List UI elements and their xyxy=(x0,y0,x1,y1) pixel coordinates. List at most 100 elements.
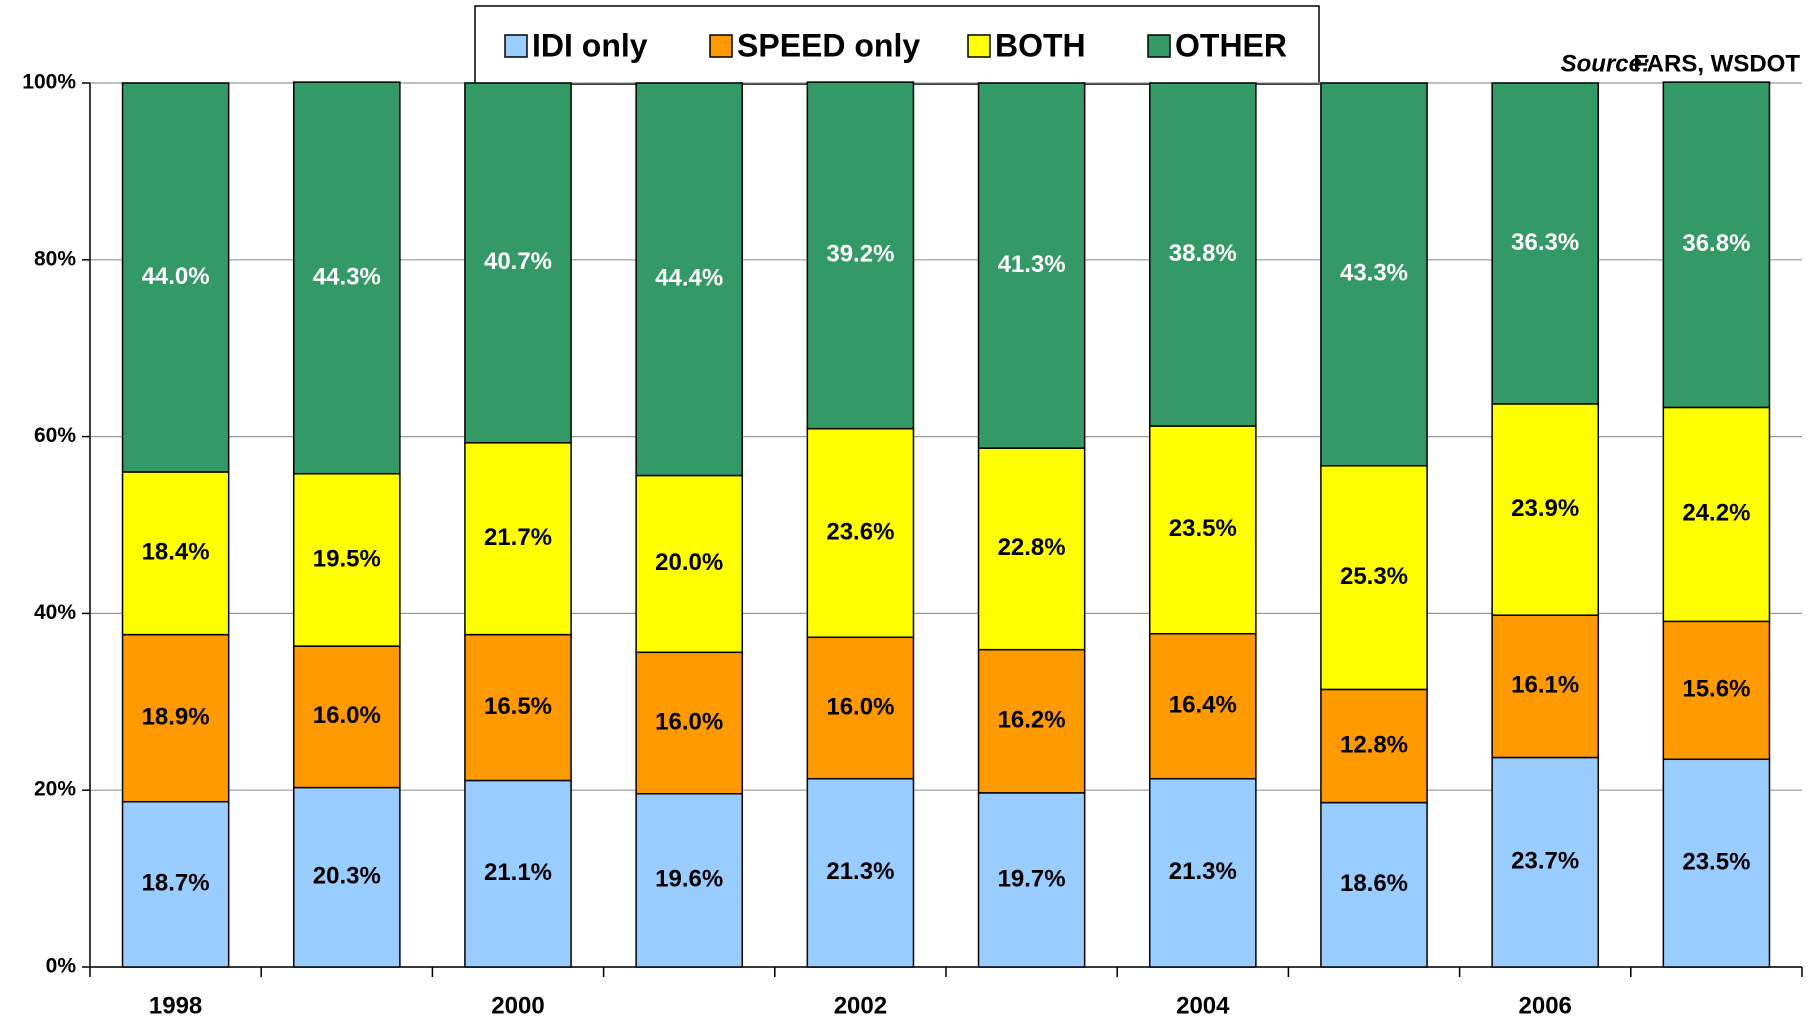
bar-segment xyxy=(977,792,1086,968)
y-tick-label: 60% xyxy=(34,424,76,447)
data-label: 15.6% xyxy=(1682,676,1750,703)
bar-segment xyxy=(1662,81,1771,409)
bar-segment xyxy=(635,82,744,477)
x-tick-label: 1998 xyxy=(149,992,202,1019)
data-label: 23.5% xyxy=(1682,848,1750,875)
bar-segment xyxy=(635,792,744,968)
data-label: 16.2% xyxy=(998,707,1066,734)
bar-segment xyxy=(464,442,572,636)
data-label: 44.3% xyxy=(313,263,381,290)
data-label: 36.3% xyxy=(1511,229,1579,256)
legend-label: IDI only xyxy=(532,27,648,63)
bar-segment xyxy=(121,633,230,803)
y-tick-label: 100% xyxy=(22,71,76,94)
data-label: 22.8% xyxy=(998,534,1066,561)
data-label: 21.3% xyxy=(826,858,894,885)
bar-segment xyxy=(292,786,401,968)
y-tick-label: 40% xyxy=(34,601,76,624)
bar-segment xyxy=(121,800,230,968)
legend-swatch xyxy=(1147,34,1171,58)
data-label: 38.8% xyxy=(1169,240,1237,267)
data-label: 44.0% xyxy=(142,263,210,290)
bar-segment xyxy=(977,648,1086,794)
bar-segment xyxy=(1148,632,1257,780)
data-label: 40.7% xyxy=(484,248,552,275)
data-label: 23.6% xyxy=(826,518,894,545)
bar-segment xyxy=(464,779,572,968)
y-tick-label: 80% xyxy=(34,247,76,270)
data-label: 18.6% xyxy=(1340,870,1408,897)
bar-segment xyxy=(464,633,572,782)
legend-swatch xyxy=(709,34,733,58)
data-label: 44.4% xyxy=(655,265,723,292)
y-tick-label: 0% xyxy=(46,955,77,978)
bar-segment xyxy=(1662,758,1771,968)
bar-segment xyxy=(464,82,572,444)
bar-segment xyxy=(292,645,401,789)
data-label: 19.7% xyxy=(998,865,1066,892)
data-label: 12.8% xyxy=(1340,731,1408,758)
data-label: 21.7% xyxy=(484,524,552,551)
data-label: 16.0% xyxy=(655,708,723,735)
bar-segment xyxy=(1320,82,1428,467)
data-label: 16.4% xyxy=(1169,692,1237,719)
bar-segment xyxy=(1148,777,1257,968)
bar-segment xyxy=(806,81,915,430)
bar-segment xyxy=(1491,756,1600,968)
source-label: Source: xyxy=(1561,50,1650,77)
bar-segment xyxy=(1320,465,1428,691)
data-label: 24.2% xyxy=(1682,500,1750,527)
data-label: 16.0% xyxy=(826,693,894,720)
bar-segment xyxy=(635,474,744,654)
data-label: 23.7% xyxy=(1511,848,1579,875)
bar-segment xyxy=(1491,82,1600,405)
bar-segment xyxy=(806,636,915,780)
data-label: 16.0% xyxy=(313,702,381,729)
bar-segment xyxy=(1491,614,1600,759)
bar-segment xyxy=(292,81,401,475)
x-tick-label: 2002 xyxy=(834,992,887,1019)
data-label: 25.3% xyxy=(1340,563,1408,590)
bar-segment xyxy=(1148,425,1257,635)
data-label: 19.6% xyxy=(655,866,723,893)
bar-segment xyxy=(121,82,230,473)
data-label: 20.0% xyxy=(655,549,723,576)
bar-segment xyxy=(1662,406,1771,623)
x-tick-label: 2000 xyxy=(491,992,544,1019)
bar-segment xyxy=(806,427,915,639)
data-label: 18.4% xyxy=(142,539,210,566)
x-tick-label: 2006 xyxy=(1519,992,1572,1019)
bar-segment xyxy=(292,472,401,647)
data-label: 39.2% xyxy=(826,241,894,268)
bar-segment xyxy=(1320,688,1428,804)
data-label: 21.1% xyxy=(484,859,552,886)
legend-box xyxy=(474,5,1320,85)
bar-segment xyxy=(1148,82,1257,427)
x-tick-label: 2004 xyxy=(1176,992,1230,1019)
legend-swatch xyxy=(504,34,528,58)
bar-segment xyxy=(1662,620,1771,761)
bar-segment xyxy=(1491,403,1600,616)
data-label: 41.3% xyxy=(998,251,1066,278)
data-label: 23.9% xyxy=(1511,495,1579,522)
data-label: 23.5% xyxy=(1169,515,1237,542)
legend-label: SPEED only xyxy=(737,27,920,63)
data-label: 16.1% xyxy=(1511,672,1579,699)
data-label: 18.9% xyxy=(142,703,210,730)
data-label: 16.5% xyxy=(484,693,552,720)
source: FARS, WSDOT xyxy=(1633,50,1800,77)
bar-segment xyxy=(977,82,1086,449)
bar-segment xyxy=(635,651,744,795)
data-label: 20.3% xyxy=(313,863,381,890)
legend-label: BOTH xyxy=(995,27,1086,63)
data-label: 21.3% xyxy=(1169,858,1237,885)
data-label: 19.5% xyxy=(313,545,381,572)
data-label: 18.7% xyxy=(142,870,210,897)
y-tick-label: 20% xyxy=(34,778,76,801)
data-label: 43.3% xyxy=(1340,260,1408,287)
bar-segment xyxy=(806,777,915,968)
data-label: 36.8% xyxy=(1682,230,1750,257)
legend-swatch xyxy=(967,34,991,58)
legend-label: OTHER xyxy=(1175,27,1287,63)
